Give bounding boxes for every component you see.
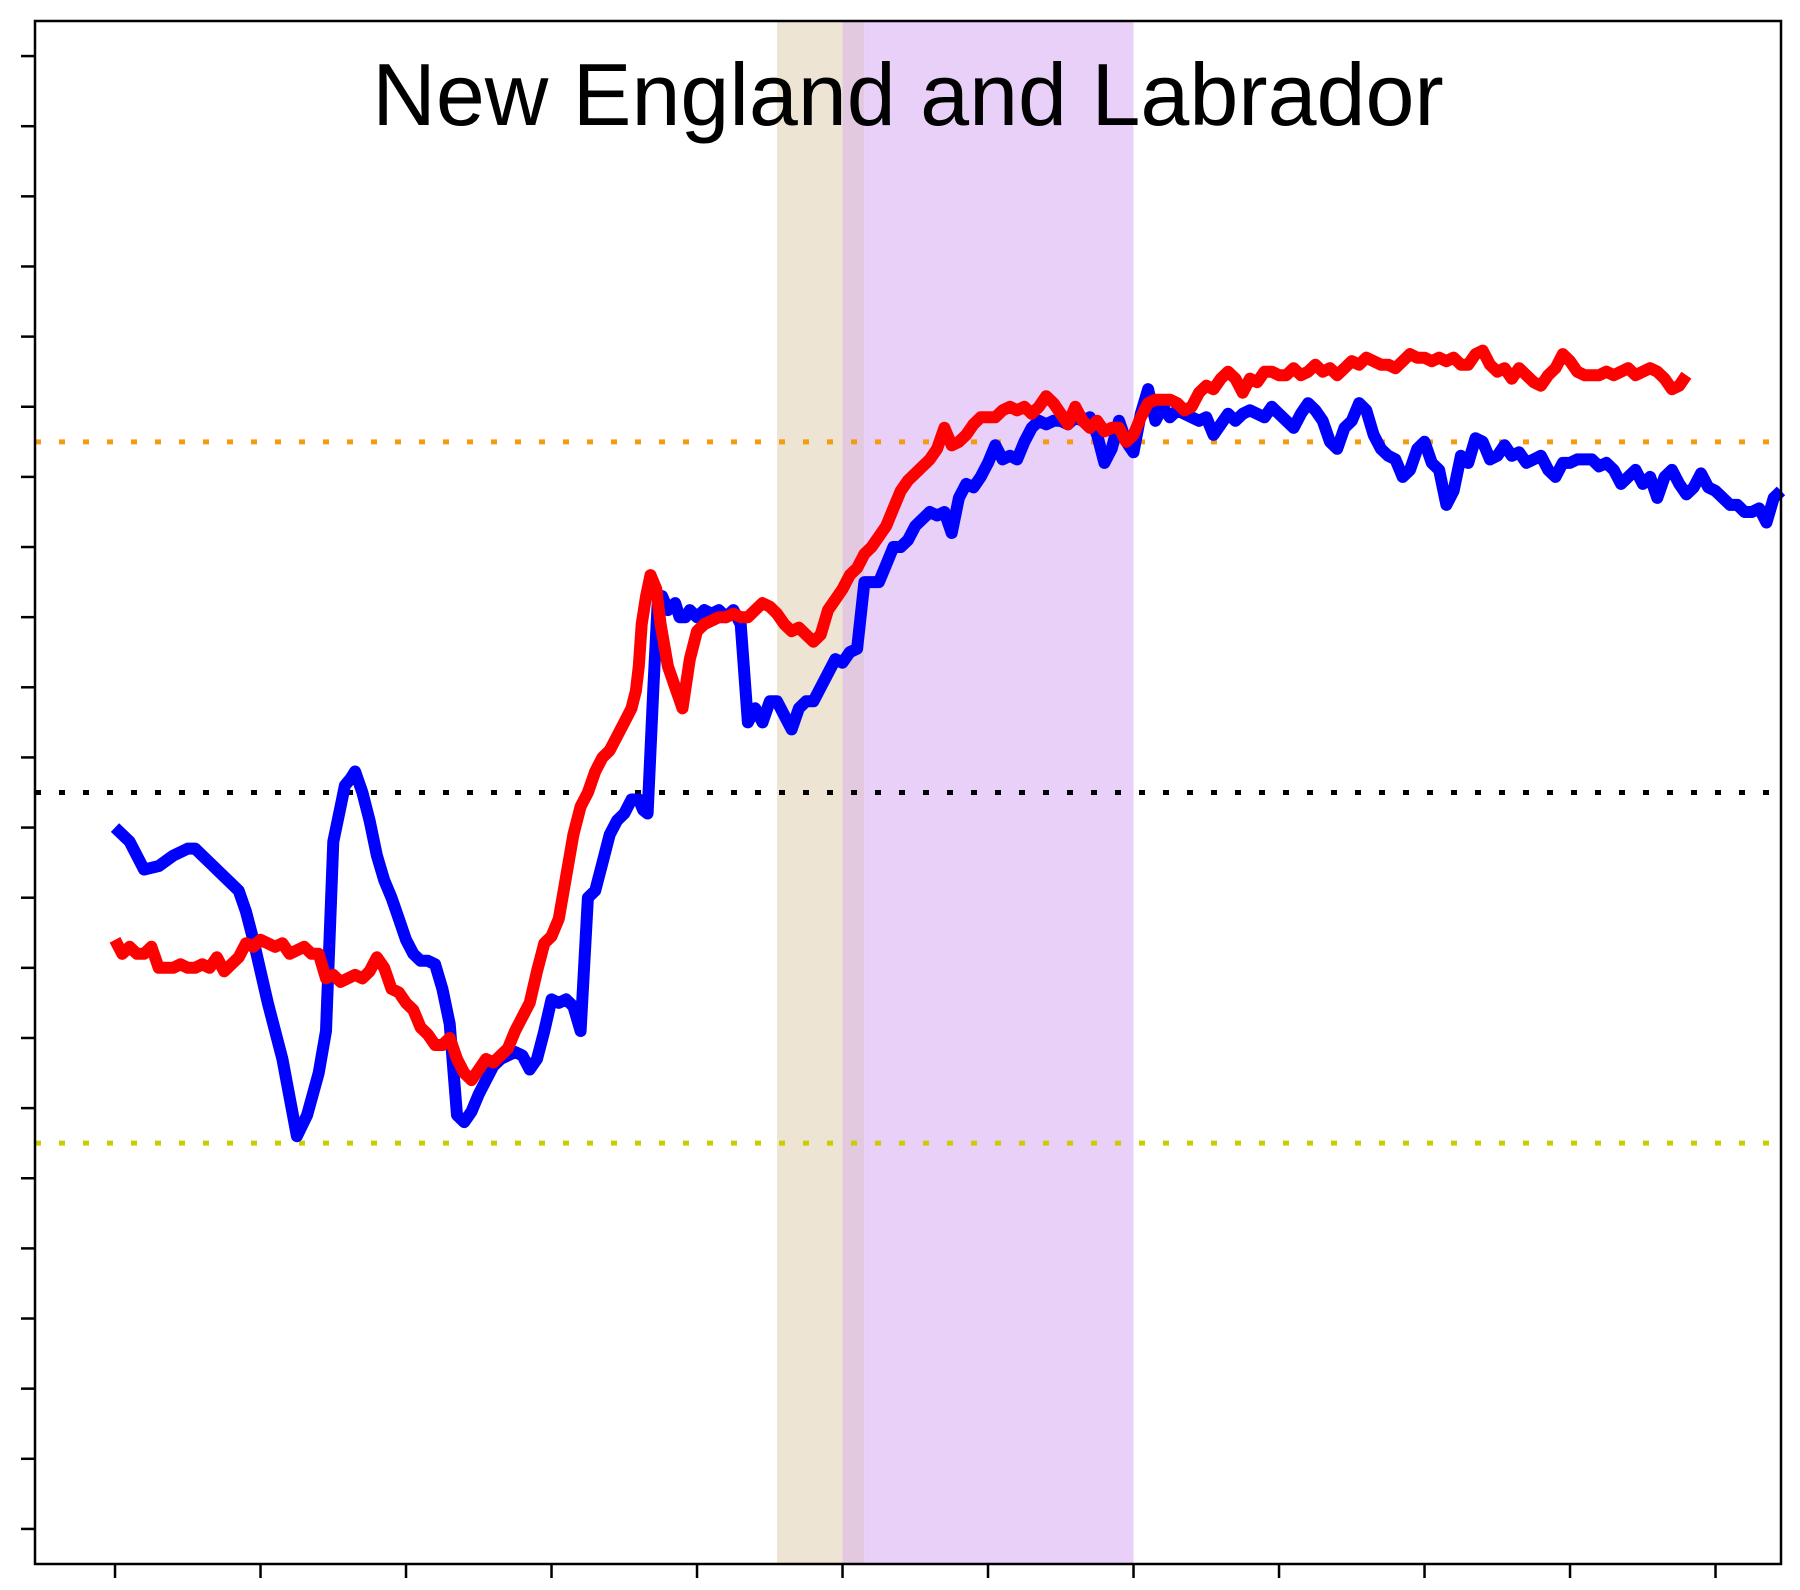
chart-title: New England and Labrador [372, 45, 1443, 144]
series-lines [109, 344, 1786, 1143]
plot-frame [33, 19, 1783, 1566]
series-line-1 [110, 383, 1786, 1143]
reference-lines [35, 439, 1781, 1146]
axis-ticks [21, 54, 1717, 1578]
series-line-2 [109, 344, 1692, 1087]
